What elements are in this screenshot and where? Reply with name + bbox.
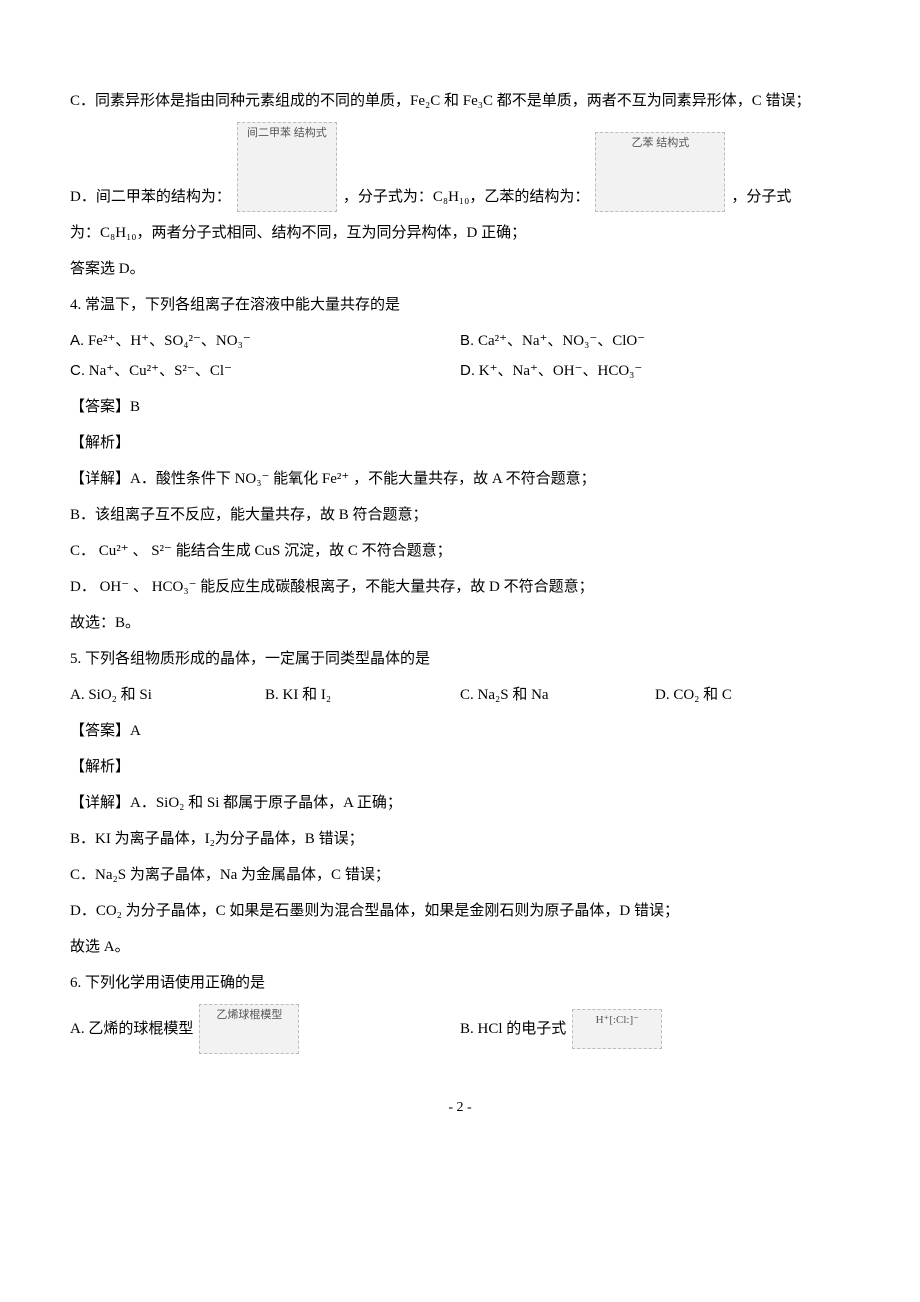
- q6-a-text: A. 乙烯的球棍模型: [70, 1014, 193, 1044]
- q3-answer: 答案选 D。: [70, 254, 850, 284]
- q4-det-d-hco3: HCO₃⁻: [152, 579, 197, 595]
- q4-det-a: 【详解】A．酸性条件下 NO₃⁻ 能氧化 Fe²⁺ ，不能大量共存，故 A 不符…: [70, 464, 850, 494]
- q4-answer: 【答案】B: [70, 392, 850, 422]
- q5-c: C. Na₂S 和 Na: [460, 680, 655, 710]
- page-number: - 2 -: [70, 1094, 850, 1122]
- q3-d-mid1: ，分子式为：C₈H₁₀，乙苯的结构为：: [343, 182, 590, 212]
- q5-options: A. SiO₂ 和 Si B. KI 和 I₂ C. Na₂S 和 Na D. …: [70, 680, 850, 710]
- q5-det-d: D．CO₂ 为分子晶体，C 如果是石墨则为混合型晶体，如果是金刚石则为原子晶体，…: [70, 896, 850, 926]
- q4-det-c-sep: 、: [132, 543, 147, 559]
- q4-final: 故选：B。: [70, 608, 850, 638]
- q4-options-row1: A. Fe²⁺、H⁺、SO₄²⁻、NO₃⁻ B. Ca²⁺、Na⁺、NO₃⁻、C…: [70, 326, 850, 356]
- q3-d-pre: D．间二甲苯的结构为：: [70, 182, 231, 212]
- q4-det-a-no3: NO₃⁻: [235, 471, 270, 487]
- q4-det-c-pre: C．: [70, 543, 95, 559]
- q5-jiexi-label: 【解析】: [70, 752, 850, 782]
- q5-answer: 【答案】A: [70, 716, 850, 746]
- q4-det-d-sep: 、: [133, 579, 148, 595]
- q5-final: 故选 A。: [70, 932, 850, 962]
- q4-jiexi-label: 【解析】: [70, 428, 850, 458]
- q6-stem: 6. 下列化学用语使用正确的是: [70, 968, 850, 998]
- q4-stem: 4. 常温下，下列各组离子在溶液中能大量共存的是: [70, 290, 850, 320]
- q6-options-row1: A. 乙烯的球棍模型 乙烯球棍模型 B. HCl 的电子式 H⁺[:Cl:]⁻: [70, 1004, 850, 1054]
- q6-b-text: B. HCl 的电子式: [460, 1014, 566, 1044]
- q4-det-a-mid: 能氧化: [273, 471, 318, 487]
- q4-det-a-pre: 【详解】A．酸性条件下: [70, 471, 231, 487]
- q4-det-c-post: 能结合生成 CuS 沉淀，故 C 不符合题意；: [176, 543, 452, 559]
- hcl-lewis-structure-image: H⁺[:Cl:]⁻: [572, 1009, 662, 1049]
- q4-det-d-oh: OH⁻: [100, 579, 130, 595]
- q4-b: Ca²⁺、Na⁺、NO₃⁻、ClO⁻: [478, 333, 645, 349]
- q4-det-d: D． OH⁻ 、 HCO₃⁻ 能反应生成碳酸根离子，不能大量共存，故 D 不符合…: [70, 572, 850, 602]
- q5-det-a: 【详解】A．SiO₂ 和 Si 都属于原子晶体，A 正确；: [70, 788, 850, 818]
- q5-d: D. CO₂ 和 C: [655, 680, 850, 710]
- q4-det-a-post: ，不能大量共存，故 A 不符合题意；: [353, 471, 596, 487]
- q4-det-d-post: 能反应生成碳酸根离子，不能大量共存，故 D 不符合题意；: [200, 579, 593, 595]
- q5-a: A. SiO₂ 和 Si: [70, 680, 265, 710]
- q4-b-label: B.: [460, 332, 474, 349]
- q4-c-label: C.: [70, 362, 85, 379]
- q3-d-line2: 为：C₈H₁₀，两者分子式相同、结构不同，互为同分异构体，D 正确；: [70, 218, 850, 248]
- q3-d-line1: D．间二甲苯的结构为： 间二甲苯 结构式 ，分子式为：C₈H₁₀，乙苯的结构为：…: [70, 122, 850, 212]
- q4-det-d-pre: D．: [70, 579, 96, 595]
- q4-det-c-s2: S²⁻: [151, 543, 172, 559]
- q3-c-text: C．同素异形体是指由同种元素组成的不同的单质，Fe₂C 和 Fe₃C 都不是单质…: [70, 86, 850, 116]
- q4-a: Fe²⁺、H⁺、SO₄²⁻、NO₃⁻: [88, 333, 251, 349]
- q4-det-a-fe: Fe²⁺: [322, 471, 349, 487]
- ethylbenzene-structure-image: 乙苯 结构式: [595, 132, 725, 212]
- q5-det-c: C．Na₂S 为离子晶体，Na 为金属晶体，C 错误；: [70, 860, 850, 890]
- q4-det-b: B．该组离子互不反应，能大量共存，故 B 符合题意；: [70, 500, 850, 530]
- q4-a-label: A.: [70, 332, 84, 349]
- q5-det-b: B．KI 为离子晶体，I₂为分子晶体，B 错误；: [70, 824, 850, 854]
- q4-d: K⁺、Na⁺、OH⁻、HCO₃⁻: [479, 363, 643, 379]
- q5-b: B. KI 和 I₂: [265, 680, 460, 710]
- m-xylene-structure-image: 间二甲苯 结构式: [237, 122, 337, 212]
- q5-stem: 5. 下列各组物质形成的晶体，一定属于同类型晶体的是: [70, 644, 850, 674]
- q4-det-c: C． Cu²⁺ 、 S²⁻ 能结合生成 CuS 沉淀，故 C 不符合题意；: [70, 536, 850, 566]
- q4-options-row2: C. Na⁺、Cu²⁺、S²⁻、Cl⁻ D. K⁺、Na⁺、OH⁻、HCO₃⁻: [70, 356, 850, 386]
- q4-c: Na⁺、Cu²⁺、S²⁻、Cl⁻: [89, 363, 232, 379]
- ethene-ball-stick-image: 乙烯球棍模型: [199, 1004, 299, 1054]
- q4-d-label: D.: [460, 362, 475, 379]
- q4-det-c-cu: Cu²⁺: [99, 543, 129, 559]
- q3-d-mid2: ，分子式: [731, 182, 791, 212]
